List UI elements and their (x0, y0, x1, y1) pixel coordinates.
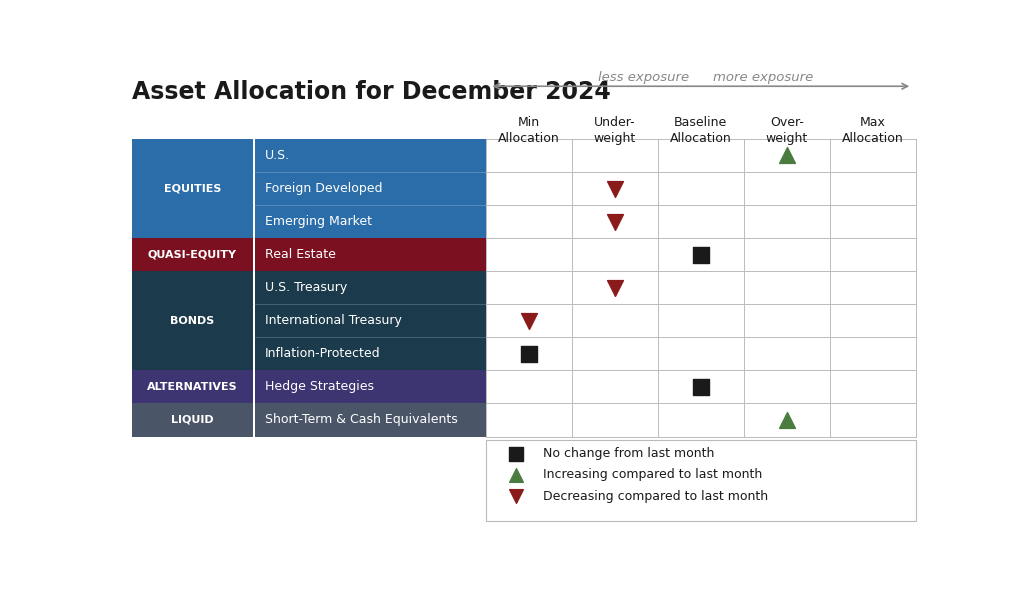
Point (779, 415, 795, 425)
Point (521, 316, 537, 326)
Text: EQUITIES: EQUITIES (164, 183, 221, 194)
Text: International Treasury: International Treasury (264, 314, 402, 327)
Text: Decreasing compared to last month: Decreasing compared to last month (543, 490, 768, 503)
Point (693, 250, 709, 260)
Bar (132, 371, 253, 404)
Point (507, 470, 524, 480)
Point (607, 283, 623, 293)
Text: Under-
weight: Under- weight (593, 116, 636, 145)
Text: BONDS: BONDS (170, 316, 214, 326)
Point (607, 217, 623, 227)
Text: LIQUID: LIQUID (171, 415, 214, 425)
Point (507, 449, 524, 458)
Text: Hedge Strategies: Hedge Strategies (264, 381, 374, 394)
Point (693, 382, 709, 392)
Text: Baseline
Allocation: Baseline Allocation (670, 116, 732, 145)
Bar (255, 404, 486, 437)
Text: Max
Allocation: Max Allocation (843, 116, 904, 145)
Bar (255, 238, 486, 271)
Bar (132, 139, 253, 238)
Point (521, 349, 537, 359)
Bar (255, 371, 486, 404)
Bar (132, 238, 253, 271)
Text: Increasing compared to last month: Increasing compared to last month (543, 468, 762, 481)
Bar (132, 271, 253, 371)
Text: Over-
weight: Over- weight (766, 116, 808, 145)
Text: Inflation-Protected: Inflation-Protected (264, 348, 380, 360)
Text: Emerging Market: Emerging Market (264, 215, 372, 228)
Point (779, 151, 795, 160)
Text: Min
Allocation: Min Allocation (498, 116, 560, 145)
Bar (255, 271, 486, 371)
Text: No change from last month: No change from last month (543, 447, 714, 460)
Text: U.S.: U.S. (264, 149, 290, 162)
Bar (486, 440, 916, 520)
Text: more exposure: more exposure (712, 71, 813, 84)
Text: Short-Term & Cash Equivalents: Short-Term & Cash Equivalents (264, 414, 457, 427)
Point (507, 491, 524, 501)
Text: QUASI-EQUITY: QUASI-EQUITY (148, 250, 237, 260)
Text: Foreign Developed: Foreign Developed (264, 182, 382, 195)
Text: ALTERNATIVES: ALTERNATIVES (148, 382, 238, 392)
Bar (132, 404, 253, 437)
Text: Real Estate: Real Estate (264, 248, 335, 261)
Point (607, 184, 623, 194)
Text: less exposure: less exposure (598, 71, 689, 84)
Text: U.S. Treasury: U.S. Treasury (264, 281, 347, 294)
Bar (255, 139, 486, 238)
Text: Asset Allocation for December 2024: Asset Allocation for December 2024 (132, 80, 611, 104)
